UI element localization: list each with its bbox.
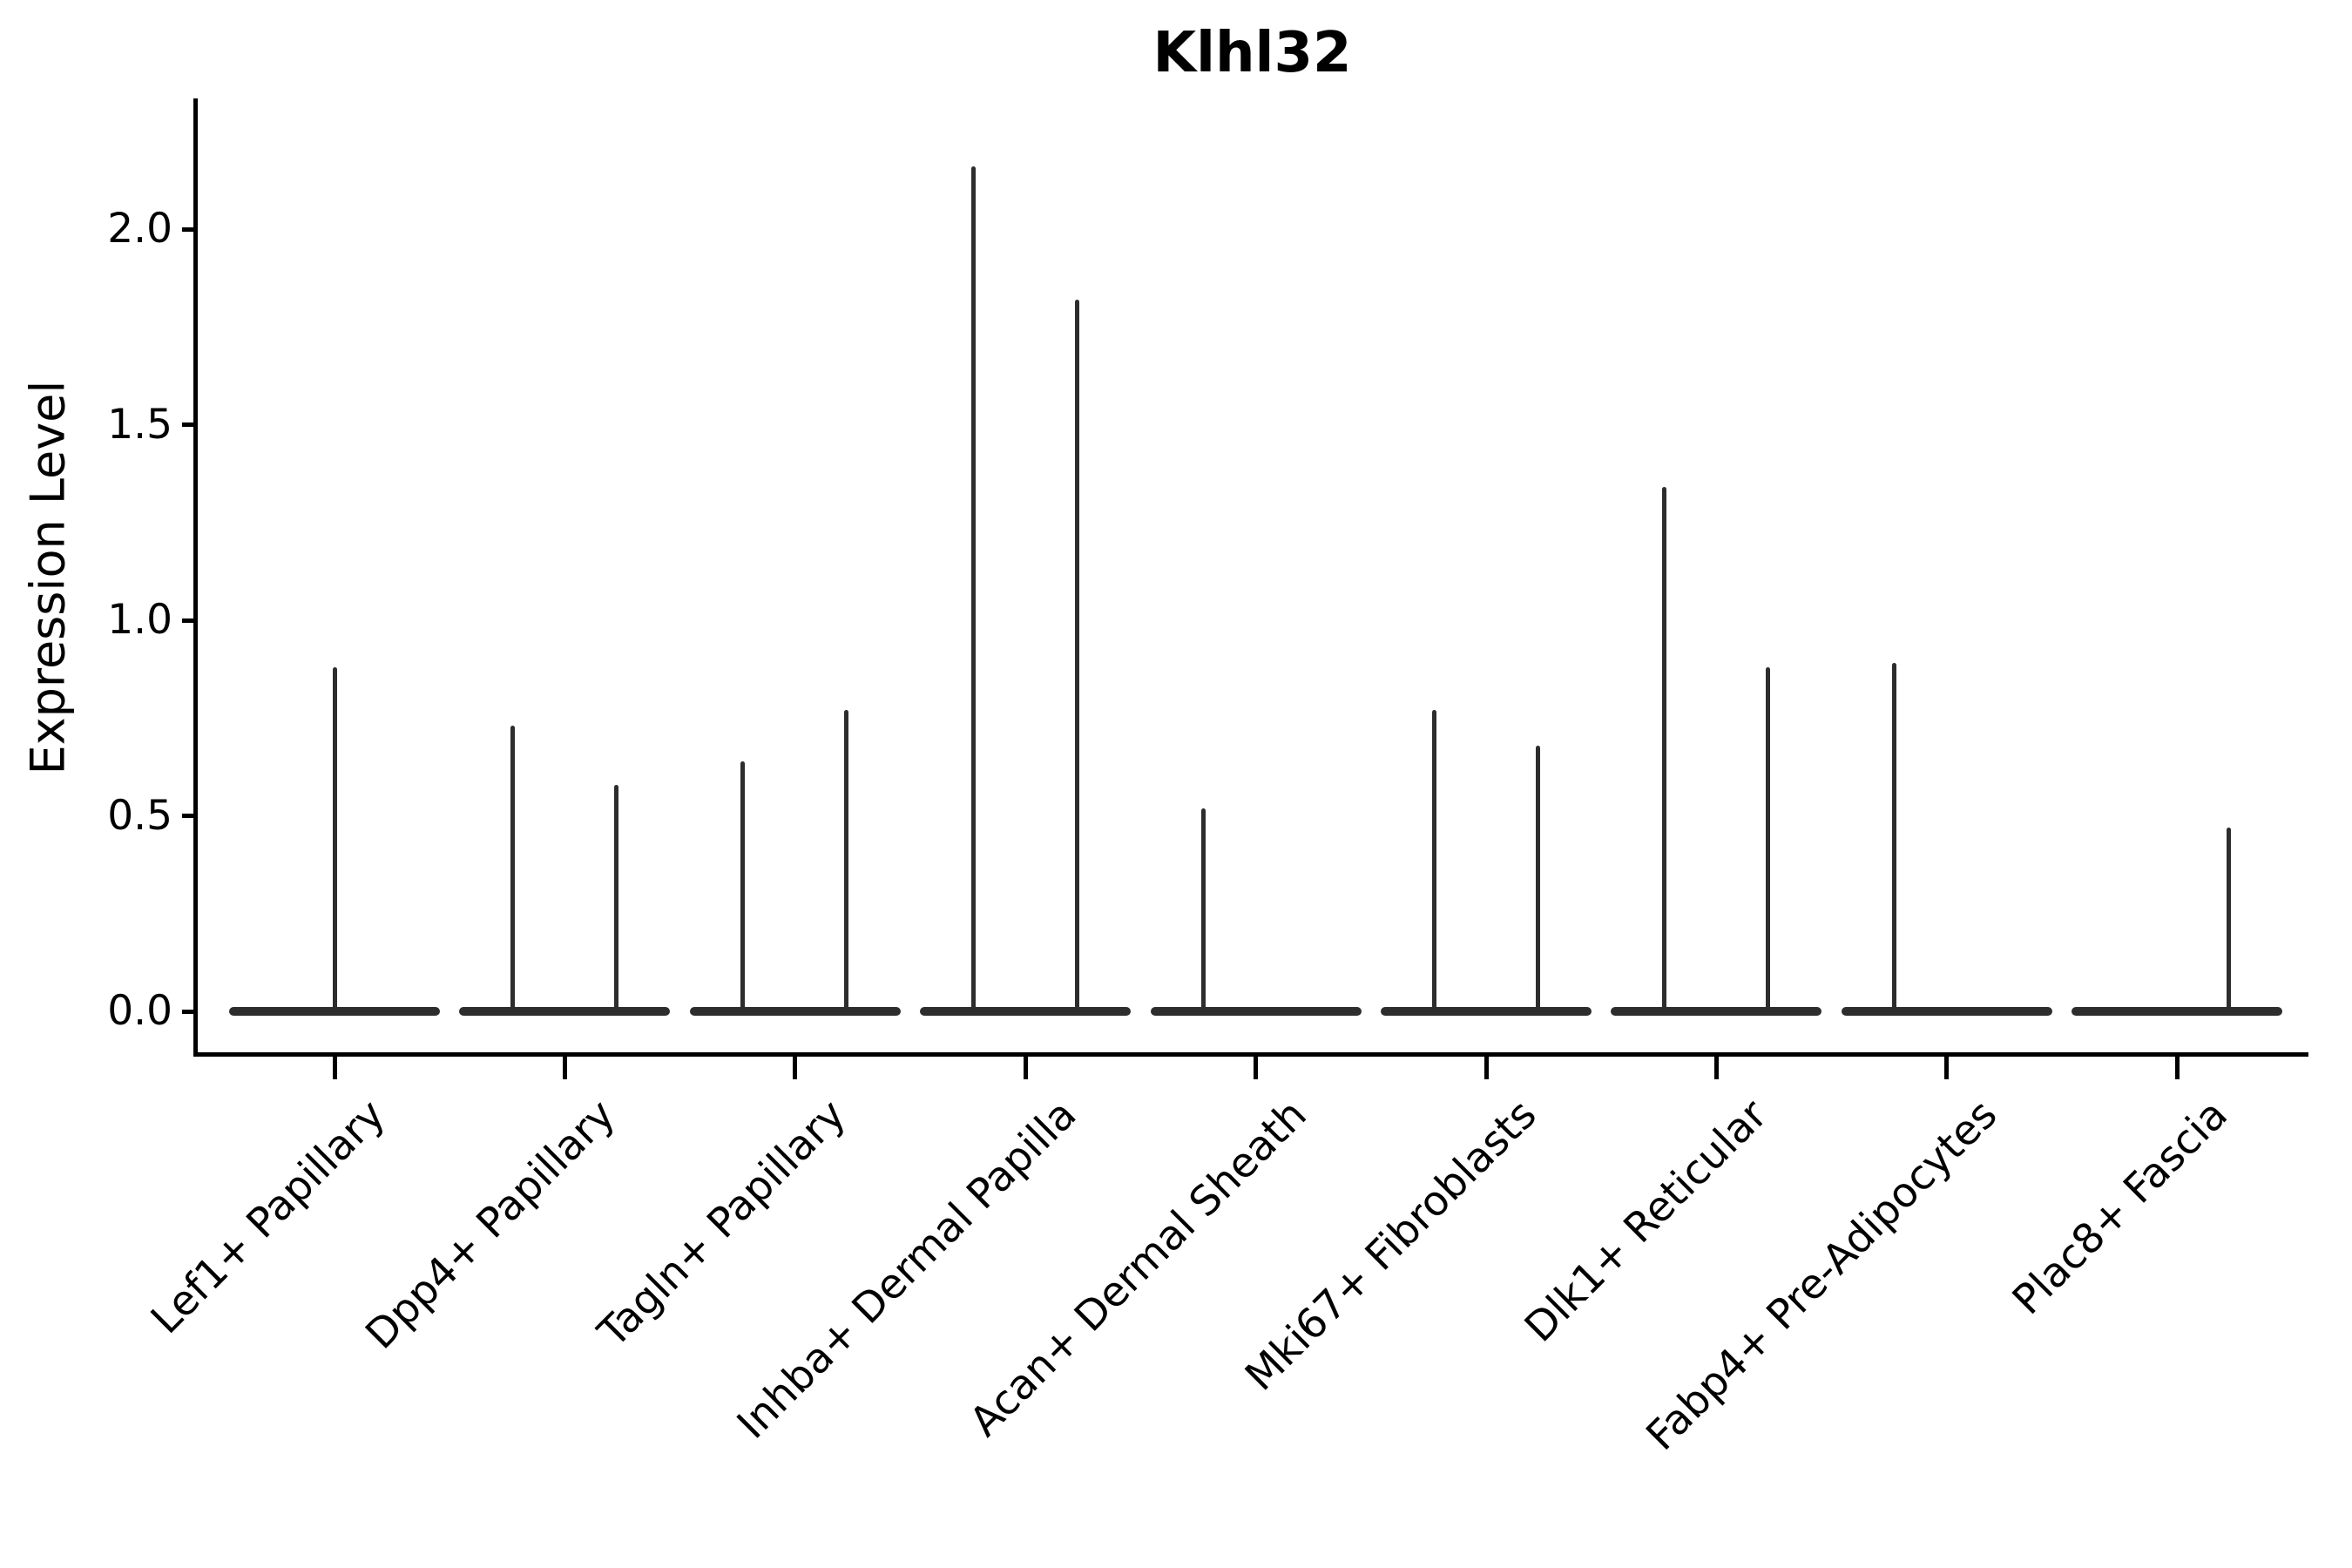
y-axis-tick — [182, 422, 196, 427]
x-axis-tick — [562, 1057, 567, 1079]
x-axis-spine — [193, 1052, 2308, 1057]
violin-spike — [1892, 663, 1897, 1016]
violin-spike — [613, 784, 618, 1016]
violin-spike — [970, 166, 976, 1016]
x-axis-tick — [793, 1057, 798, 1079]
x-axis-tick-label: Tagln+ Papillary — [589, 1091, 855, 1357]
violin-base — [1611, 1007, 1822, 1016]
x-axis-tick — [1944, 1057, 1950, 1079]
violin-spike — [1535, 745, 1540, 1016]
y-axis-tick-label: 0.5 — [107, 791, 172, 840]
violin-base — [920, 1007, 1132, 1016]
x-axis-tick — [1484, 1057, 1489, 1079]
violin-base — [459, 1007, 671, 1016]
x-axis-tick-label: Dpp4+ Papillary — [356, 1091, 625, 1359]
violin-spike — [2226, 827, 2231, 1016]
violin-base — [2072, 1007, 2283, 1016]
y-axis-tick — [182, 1009, 196, 1014]
violin-base — [1381, 1007, 1592, 1016]
violin-spike — [740, 760, 746, 1016]
violin-spike — [1765, 666, 1770, 1016]
violin-spike — [510, 726, 515, 1016]
y-axis-tick-label: 0.0 — [107, 987, 172, 1035]
violin-base — [1841, 1007, 2052, 1016]
x-axis-tick-label: Lef1+ Papillary — [141, 1091, 395, 1343]
violin-spike — [1074, 299, 1079, 1016]
chart-title: Klhl32 — [1152, 21, 1352, 85]
violin-spike — [1431, 710, 1436, 1016]
violin-spike — [332, 666, 337, 1016]
x-axis-tick-label: Dlk1+ Reticular — [1515, 1091, 1777, 1352]
y-axis-tick-label: 2.0 — [107, 205, 172, 253]
x-axis-tick — [332, 1057, 337, 1079]
x-axis-tick — [2174, 1057, 2180, 1079]
violin-spike — [1661, 487, 1666, 1016]
y-axis-tick-label: 1.0 — [107, 596, 172, 644]
x-axis-tick — [1023, 1057, 1028, 1079]
x-axis-tick — [1713, 1057, 1719, 1079]
x-axis-tick-label: Plac8+ Fascia — [2004, 1091, 2238, 1324]
y-axis-tick-label: 1.5 — [107, 400, 172, 449]
y-axis-tick — [182, 814, 196, 818]
y-axis-tick — [182, 226, 196, 232]
y-axis-spine — [193, 98, 198, 1057]
violin-base — [689, 1007, 901, 1016]
violin-base — [1150, 1007, 1362, 1016]
y-axis-tick — [182, 618, 196, 623]
x-axis-tick — [1254, 1057, 1259, 1079]
violin-spike — [1201, 808, 1206, 1016]
violin-spike — [844, 710, 849, 1016]
